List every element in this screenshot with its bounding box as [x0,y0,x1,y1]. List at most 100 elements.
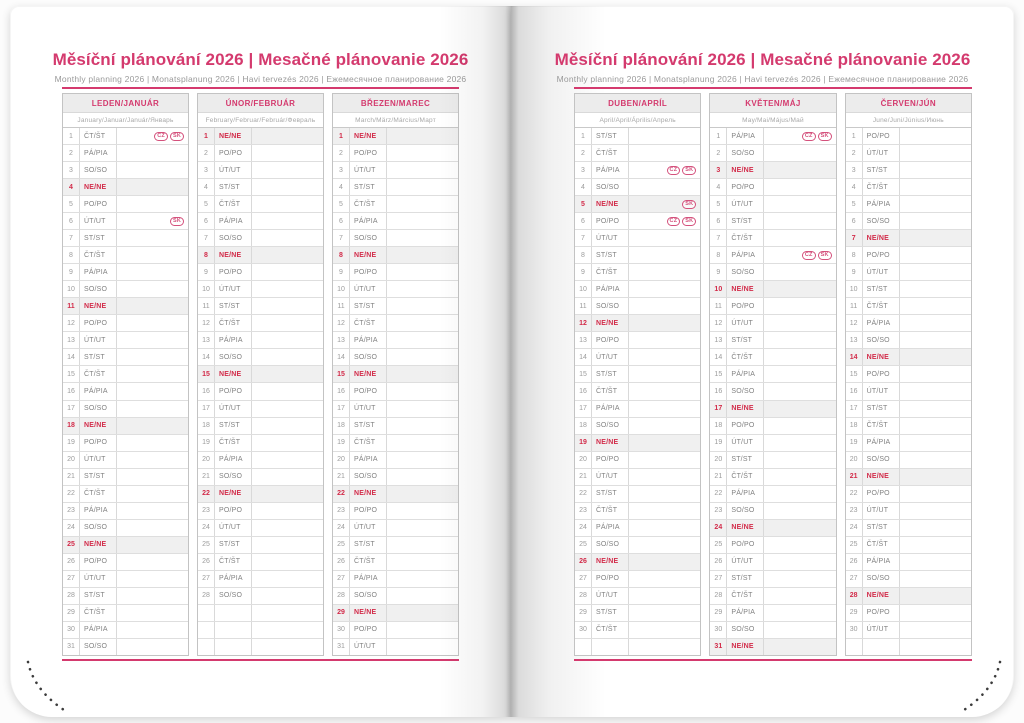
day-of-week: PÁ/PIA [80,621,117,638]
day-of-week: PO/PO [350,502,387,519]
day-number: 2 [198,145,215,162]
day-of-week: ČT/ŠT [80,247,117,264]
day-number: 3 [710,162,728,179]
day-number: 17 [575,400,592,417]
day-row: 9 PO/PO [333,263,458,281]
day-number: 4 [575,179,592,196]
day-of-week: ČT/ŠT [727,468,765,485]
day-row: 20 PÁ/PIA [333,450,458,468]
day-number: 22 [575,485,592,502]
day-of-week: ČT/ŠT [350,553,387,570]
day-row: 5 PO/PO [63,195,188,213]
day-number: 6 [198,213,215,230]
day-notes-area [629,179,700,195]
day-of-week: ST/ST [863,519,900,536]
day-notes-area [900,264,971,280]
day-row: 30 PÁ/PIA [63,620,188,638]
day-of-week: ÚT/UT [727,196,765,213]
day-number: 1 [575,128,592,145]
day-notes-area [629,605,700,621]
day-notes-area [387,281,458,297]
day-row: 13 PÁ/PIA [333,331,458,349]
holiday-badge-sk: SK [682,216,697,226]
day-notes-area [764,537,835,553]
day-number-empty [198,621,215,638]
day-of-week: ČT/ŠT [592,264,629,281]
day-number: 25 [575,536,592,553]
day-number: 3 [846,162,863,179]
day-number: 9 [63,264,80,281]
day-row: 7 ÚT/UT [575,229,701,247]
day-number: 7 [198,230,215,247]
day-number: 9 [710,264,728,281]
day-row: 4 PO/PO [710,178,836,196]
day-number: 23 [333,502,350,519]
day-of-week: ČT/ŠT [80,485,117,502]
day-number: 27 [846,570,863,587]
day-row: 16 ČT/ŠT [575,382,701,400]
day-of-week: ST/ST [350,536,387,553]
day-of-week: PO/PO [727,179,765,196]
day-row: 16 ÚT/UT [845,382,971,400]
day-row: 26 PO/PO [63,552,188,570]
day-notes-area [252,605,323,621]
day-notes-area [764,571,835,587]
day-row: 4 SO/SO [575,178,701,196]
day-notes-area [629,247,700,263]
month-name: DUBEN/APRÍL [575,94,701,113]
day-of-week: PÁ/PIA [350,332,387,349]
day-row: 12 ČT/ŠT [198,314,323,332]
day-row: 22 NE/NE [198,484,323,502]
day-of-week: PO/PO [350,264,387,281]
day-notes-area [764,315,835,331]
day-notes-area [117,503,188,519]
day-of-week: ÚT/UT [592,230,629,247]
day-row: 18 PO/PO [710,416,836,434]
day-of-week: ST/ST [727,570,765,587]
day-row: 23 PÁ/PIA [63,501,188,519]
day-number: 17 [333,400,350,417]
day-notes-area: CZ SK [117,128,188,144]
day-number: 3 [198,162,215,179]
day-number: 20 [63,451,80,468]
day-row: 3 SO/SO [63,161,188,179]
day-number: 21 [333,468,350,485]
day-of-week: PÁ/PIA [215,570,252,587]
day-row: 16 SO/SO [710,382,836,400]
day-number: 12 [333,315,350,332]
day-number: 26 [198,553,215,570]
day-number: 24 [710,519,728,536]
day-of-week: ČT/ŠT [80,128,117,145]
day-notes-area [117,196,188,212]
day-number: 22 [198,485,215,502]
day-notes-area [900,639,971,655]
day-number: 22 [846,485,863,502]
day-notes-area [629,537,700,553]
day-of-week: PÁ/PIA [80,502,117,519]
day-row: 26 ČT/ŠT [333,552,458,570]
day-row: 23 PO/PO [198,501,323,519]
planner-book: Měsíční plánování 2026 | Mesačné plánova… [10,6,1014,717]
day-notes-area [629,281,700,297]
day-row: 27 ÚT/UT [63,569,188,587]
day-notes-area [387,435,458,451]
month-name: KVĚTEN/MÁJ [710,94,836,113]
day-row: 29 PO/PO [845,603,971,621]
day-of-week: PO/PO [350,621,387,638]
day-of-week: SO/SO [215,230,252,247]
page-title: Měsíční plánování 2026 | Mesačné plánova… [554,50,971,69]
month-table: BŘEZEN/MAREC March/März/Március/Март 1 NE/N… [332,93,459,656]
day-notes-area [252,554,323,570]
day-of-week: ČT/ŠT [863,298,900,315]
day-notes-area [629,435,700,451]
day-row: 4 ST/ST [198,178,323,196]
day-of-week: ÚT/UT [80,570,117,587]
bottom-divider-rule [574,659,972,661]
day-row: 19 PO/PO [63,433,188,451]
day-number: 20 [198,451,215,468]
day-notes-area [252,247,323,263]
day-number: 16 [710,383,728,400]
day-number: 3 [63,162,80,179]
day-of-week: ČT/ŠT [80,366,117,383]
day-notes-area [387,537,458,553]
